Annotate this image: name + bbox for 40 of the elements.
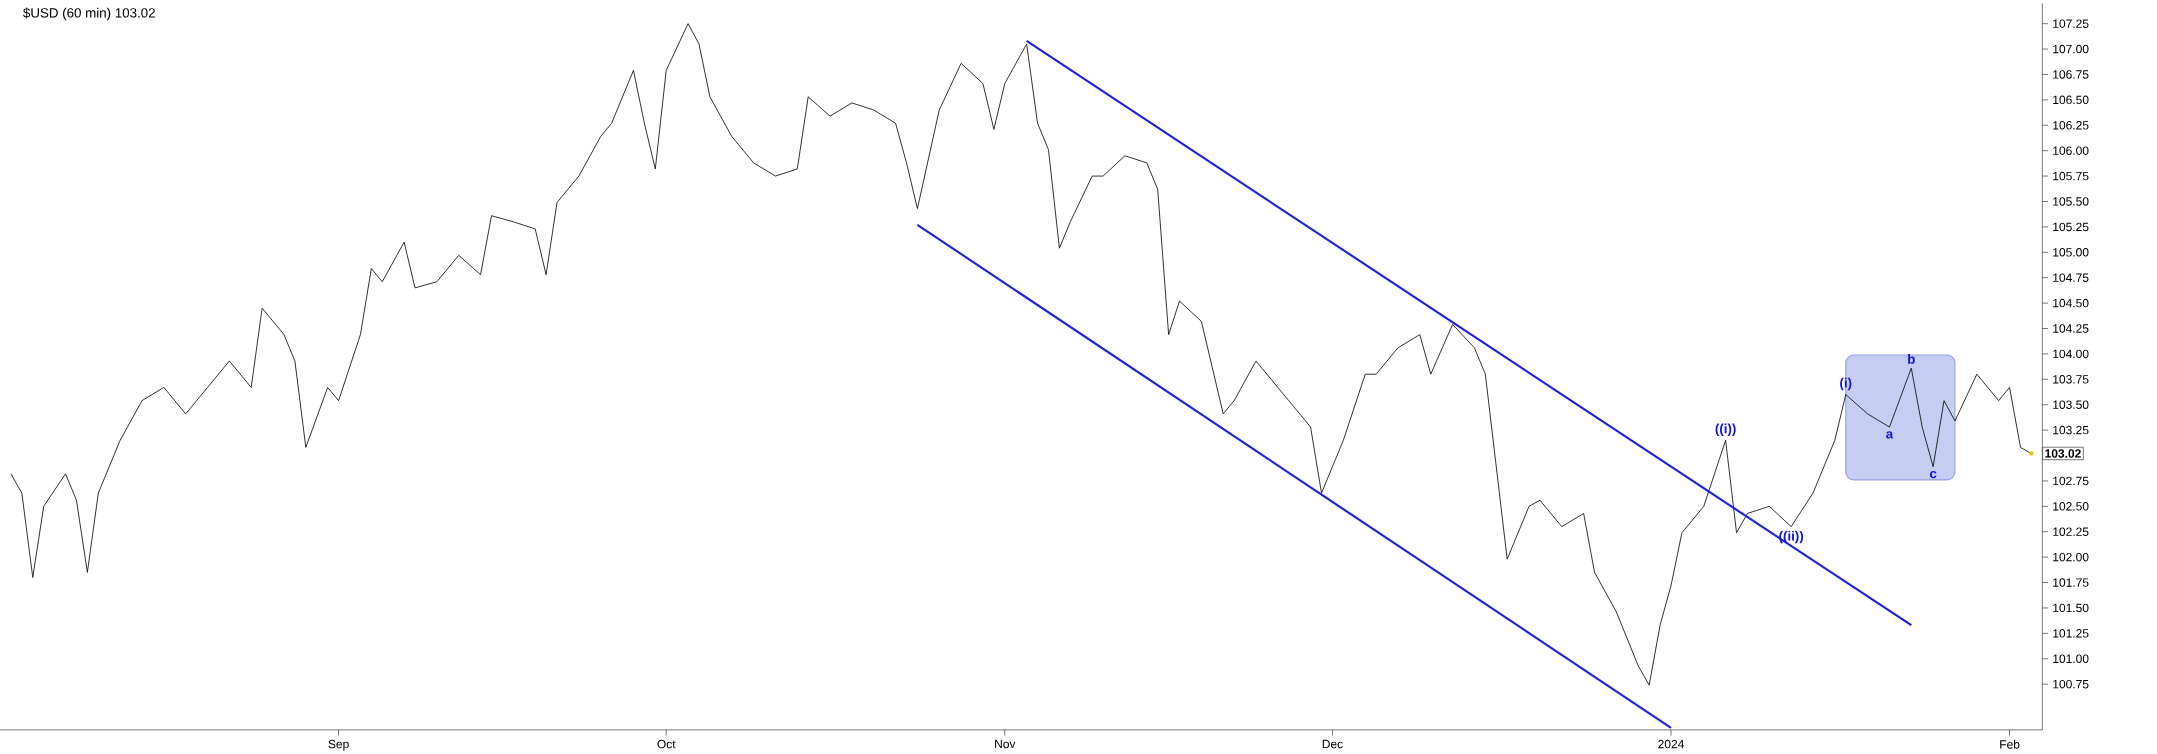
y-tick-label: 106.50 [2053,95,2089,105]
x-tick-label: Feb [2000,739,2020,749]
annotation: 103.02 [2045,449,2081,458]
y-tick-label: 104.25 [2053,324,2089,333]
y-tick-label: 105.00 [2053,248,2089,257]
chart-title: $USD (60 min) 103.02 [23,7,155,21]
y-tick-label: 101.25 [2053,629,2089,638]
annotation: ((i)) [1715,423,1736,437]
y-tick-label: 102.75 [2053,476,2089,486]
annotation: c [1929,471,1937,479]
y-tick-label: 101.50 [2053,603,2089,613]
y-tick-label: 102.25 [2053,527,2089,537]
y-tick-label: 101.00 [2053,654,2089,664]
y-tick-label: 103.50 [2053,400,2089,410]
annotation: b [1908,354,1915,364]
x-tick-label: Dec [1322,739,1343,749]
annotation: a [1886,431,1894,439]
x-tick-label: Nov [995,739,1016,749]
x-tick-label: 2024 [1658,739,1684,749]
y-tick-label: 104.75 [2053,273,2089,283]
y-tick-label: 107.25 [2053,19,2089,28]
x-tick-label: Sep [328,739,349,751]
y-tick-label: 105.75 [2053,171,2089,181]
annotation: ((ii)) [1779,530,1804,544]
y-tick-label: 105.25 [2053,222,2089,232]
x-tick-label: Oct [657,739,676,749]
y-tick-label: 103.75 [2053,375,2089,384]
y-tick-label: 102.00 [2053,552,2089,562]
y-tick-label: 106.00 [2053,146,2089,155]
annotation: (i) [1840,377,1852,391]
y-tick-label: 104.50 [2053,298,2089,308]
y-tick-label: 104.00 [2053,349,2089,359]
y-tick-label: 101.75 [2053,578,2089,587]
y-tick-label: 100.75 [2053,679,2089,689]
y-tick-label: 103.25 [2053,425,2089,435]
y-tick-label: 106.75 [2053,70,2089,79]
y-tick-label: 102.50 [2053,502,2089,511]
y-tick-label: 107.00 [2053,44,2089,54]
y-tick-label: 106.25 [2053,121,2089,130]
y-tick-label: 105.50 [2053,197,2089,206]
